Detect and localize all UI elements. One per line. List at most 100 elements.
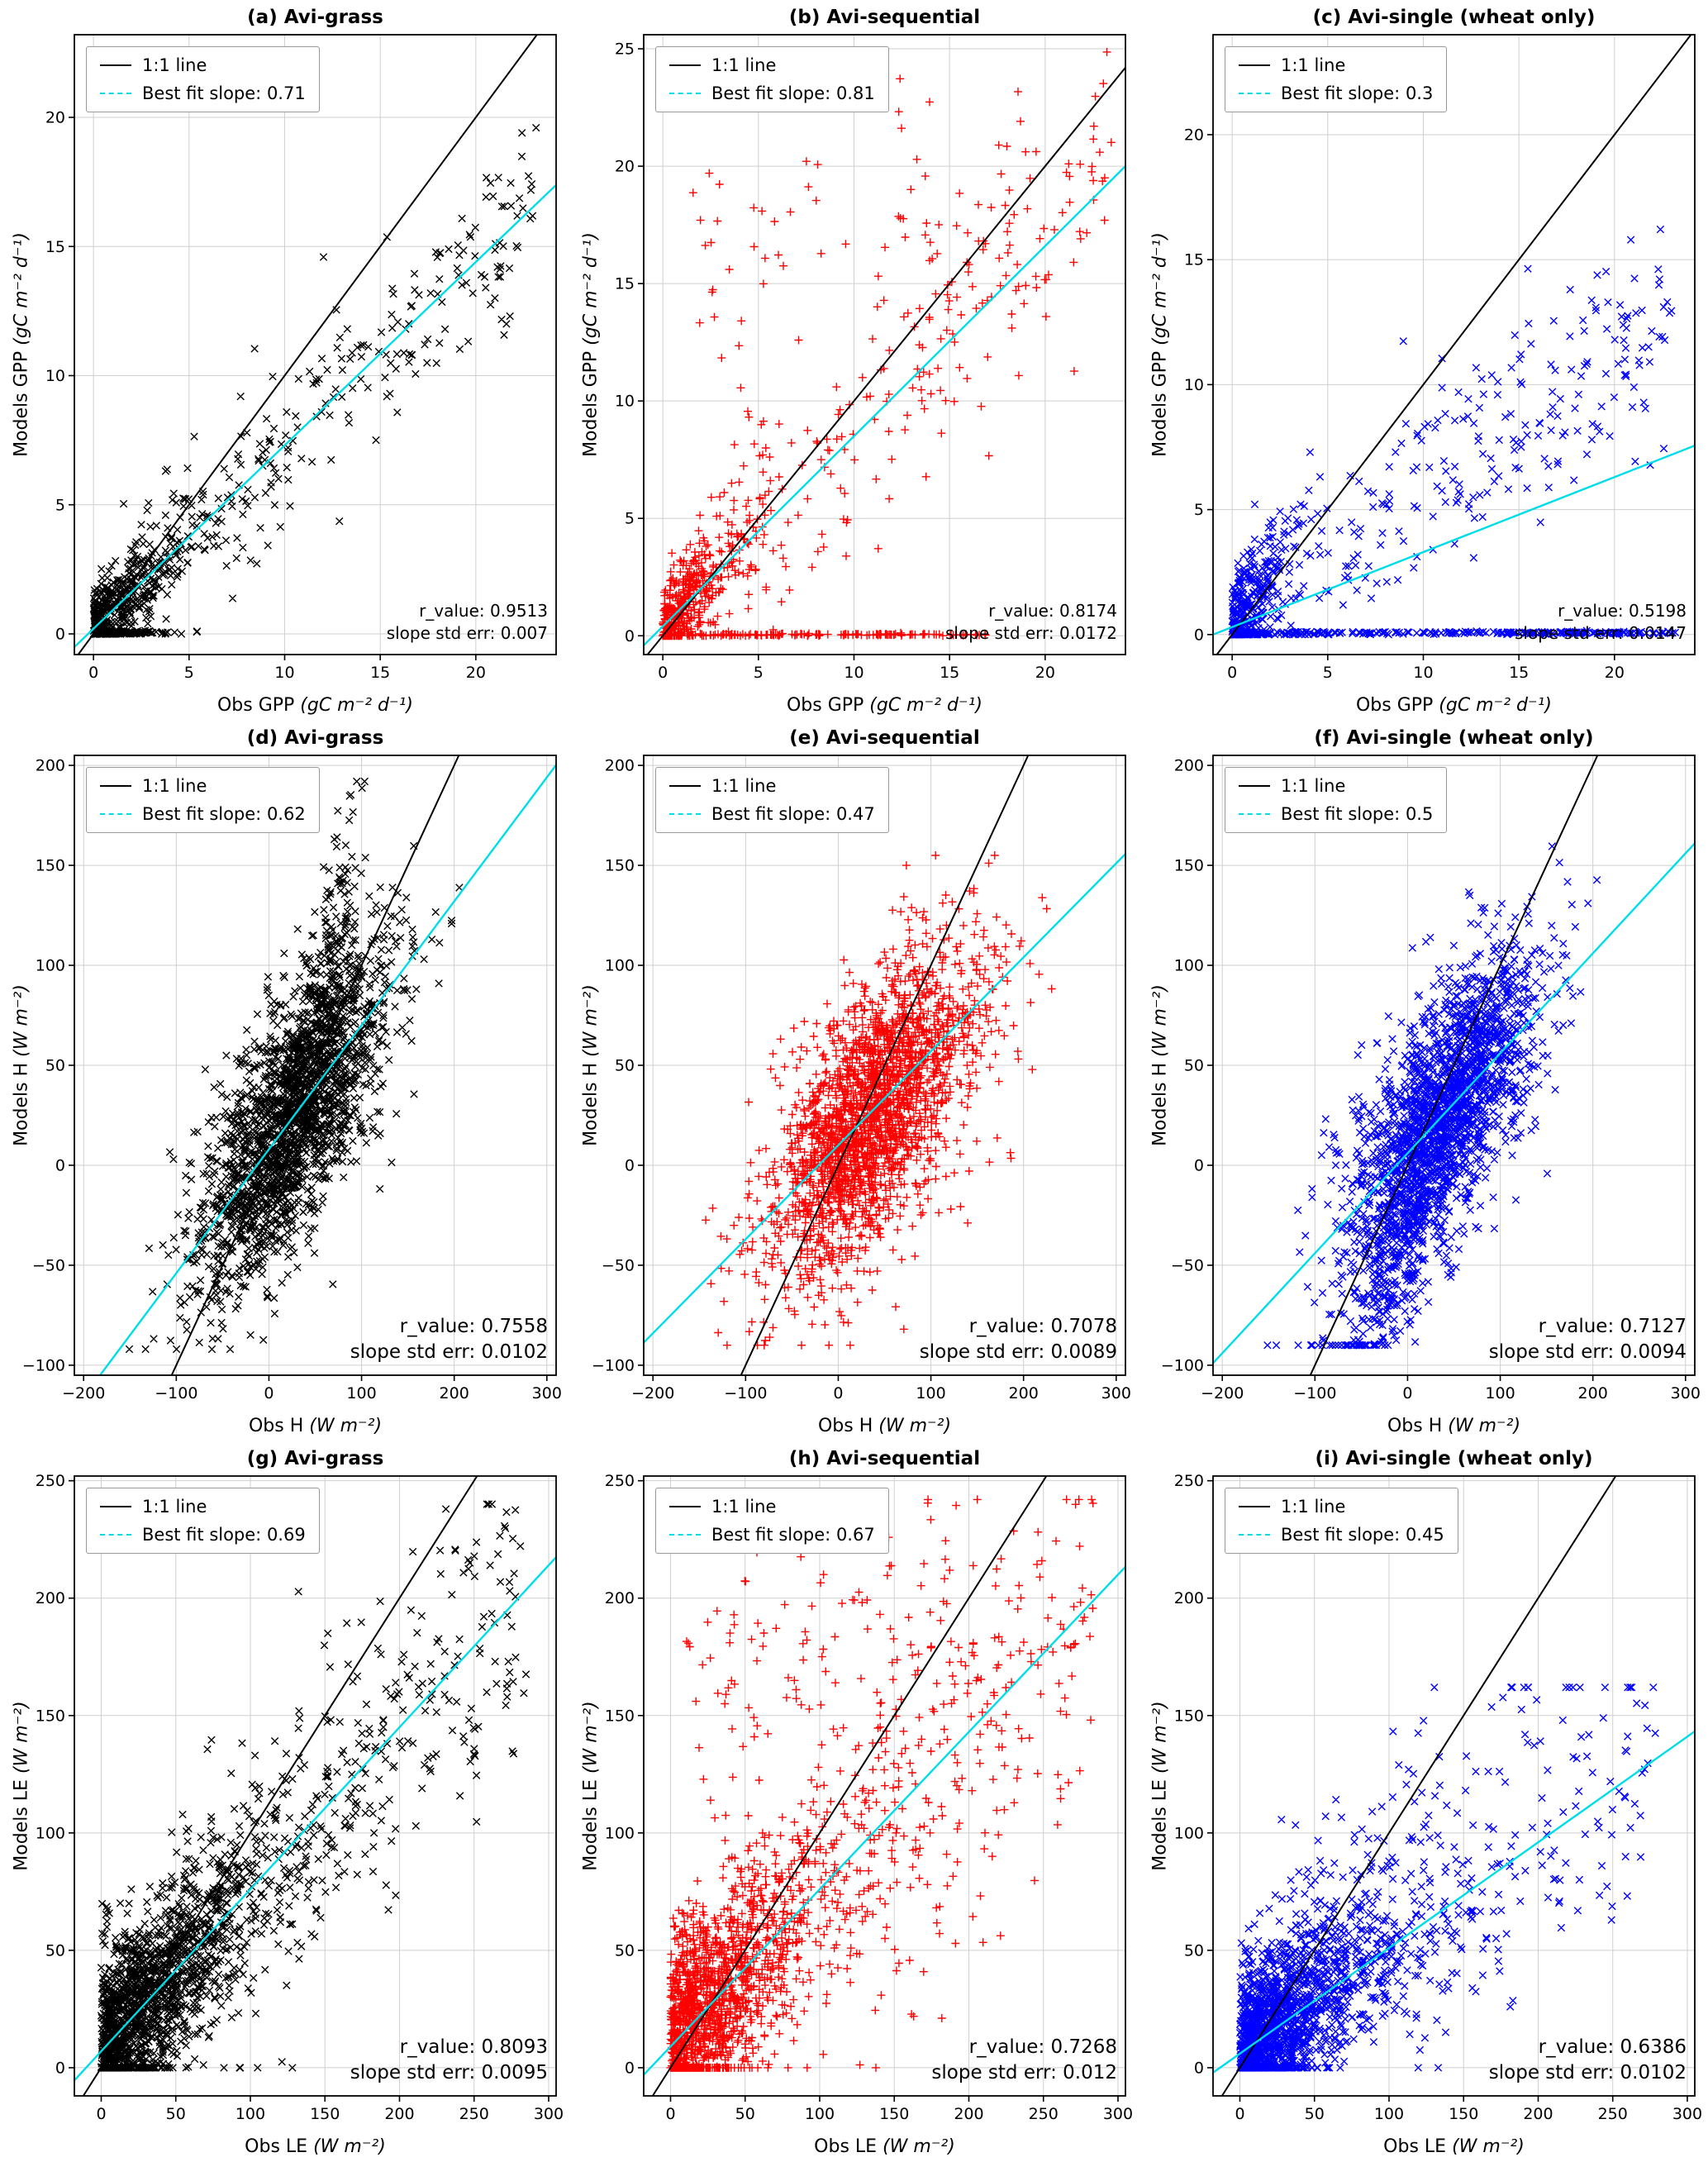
y-axis-label-text: Models H — [580, 1062, 602, 1146]
svg-text:10: 10 — [615, 393, 635, 411]
legend: 1:1 line Best fit slope: 0.45 — [1225, 1488, 1458, 1554]
svg-text:50: 50 — [1305, 2105, 1325, 2123]
y-axis-label-units: (W m⁻²) — [11, 984, 32, 1057]
svg-text:100: 100 — [605, 957, 635, 975]
legend-label: 1:1 line — [142, 55, 207, 75]
best-fit-line-sample — [1239, 813, 1270, 815]
svg-text:250: 250 — [1598, 2105, 1628, 2123]
legend: 1:1 line Best fit slope: 0.62 — [86, 767, 320, 833]
slope-stderr-text: slope std err: 0.0102 — [1488, 2061, 1687, 2083]
x-axis-label: Obs H (W m⁻²) — [644, 1416, 1125, 1436]
svg-text:−100: −100 — [724, 1384, 767, 1402]
legend-label: 1:1 line — [711, 55, 777, 75]
slope-stderr-text: slope std err: 0.0102 — [350, 1341, 548, 1363]
x-axis-label: Obs GPP (gC m⁻² d⁻¹) — [74, 695, 556, 716]
r-value-text: r_value: 0.8174 — [988, 601, 1117, 621]
best-fit-line-sample — [669, 1534, 701, 1536]
svg-text:250: 250 — [1029, 2105, 1059, 2123]
svg-text:−100: −100 — [592, 1356, 635, 1374]
legend-item-1to1: 1:1 line — [100, 776, 306, 796]
svg-text:100: 100 — [36, 957, 65, 975]
x-axis-label: Obs LE (W m⁻²) — [644, 2136, 1125, 2157]
svg-text:100: 100 — [805, 2105, 835, 2123]
x-axis-label: Obs GPP (gC m⁻² d⁻¹) — [1213, 695, 1695, 716]
svg-text:150: 150 — [605, 857, 635, 875]
subplot-title: (d) Avi-grass — [246, 727, 384, 749]
svg-text:100: 100 — [1485, 1384, 1515, 1402]
svg-text:100: 100 — [346, 1384, 376, 1402]
legend-label: Best fit slope: 0.67 — [711, 1525, 875, 1545]
svg-text:0: 0 — [1194, 626, 1204, 644]
x-axis-label-units: (W m⁻²) — [1448, 1416, 1521, 1436]
y-axis-label-units: (W m⁻²) — [11, 1701, 32, 1774]
svg-text:0: 0 — [96, 2105, 106, 2123]
subplot-d: −200 −100 0 100 200 300 −100 −50 0 50 100 150 200 (d… — [0, 721, 569, 1441]
svg-text:25: 25 — [615, 40, 635, 59]
y-axis-label-units: (W m⁻²) — [580, 1701, 602, 1774]
y-axis-label: Models GPP (gC m⁻² d⁻¹) — [1150, 232, 1171, 457]
legend-item-1to1: 1:1 line — [1239, 1497, 1444, 1517]
y-axis-label-units: (gC m⁻² d⁻¹) — [580, 232, 602, 345]
legend-label: Best fit slope: 0.62 — [142, 804, 306, 824]
svg-text:15: 15 — [370, 664, 390, 682]
x-axis-label-units: (W m⁻²) — [878, 1416, 952, 1436]
svg-text:300: 300 — [1101, 1384, 1131, 1402]
svg-text:150: 150 — [605, 1707, 635, 1725]
plot-canvas-i: 0 50 100 150 200 250 300 0 50 100 150 200 250 — [1174, 1472, 1702, 2123]
svg-text:100: 100 — [1374, 2105, 1404, 2123]
svg-text:250: 250 — [36, 1472, 65, 1490]
svg-text:−200: −200 — [62, 1384, 105, 1402]
slope-stderr-text: slope std err: 0.0172 — [944, 623, 1117, 643]
x-axis-label-text: Obs LE — [1383, 2136, 1447, 2157]
subplot-title: (a) Avi-grass — [247, 7, 383, 28]
svg-text:0: 0 — [1194, 2059, 1204, 2077]
x-axis-label-text: Obs GPP — [216, 695, 295, 716]
subplot-e: −200 −100 0 100 200 300 −100 −50 0 50 100 150 200 (e… — [569, 721, 1139, 1441]
r-value-text: r_value: 0.8093 — [399, 2036, 548, 2058]
subplot-title: (c) Avi-single (wheat only) — [1312, 7, 1596, 28]
y-axis-label-units: (gC m⁻² d⁻¹) — [1149, 232, 1171, 345]
legend-item-1to1: 1:1 line — [100, 55, 306, 75]
x-axis-label-units: (W m⁻²) — [883, 2136, 955, 2157]
stats-annotation: r_value: 0.6386 slope std err: 0.0102 — [1489, 2035, 1687, 2086]
y-axis-label-text: Models GPP — [1149, 350, 1171, 457]
svg-text:50: 50 — [45, 1057, 65, 1075]
legend-label: 1:1 line — [142, 1497, 207, 1517]
plot-canvas-c: 0 5 10 15 20 0 5 10 15 20 — [1184, 34, 1696, 682]
svg-text:200: 200 — [36, 757, 65, 775]
legend-label: Best fit slope: 0.69 — [142, 1525, 306, 1545]
svg-text:150: 150 — [1174, 857, 1204, 875]
svg-text:0: 0 — [833, 1384, 843, 1402]
svg-text:20: 20 — [466, 664, 486, 682]
one-to-one-line-sample — [1239, 1506, 1270, 1507]
legend-item-1to1: 1:1 line — [669, 776, 875, 796]
best-fit-line-sample — [100, 93, 131, 94]
svg-text:0: 0 — [658, 664, 668, 682]
plot-canvas-e: −200 −100 0 100 200 300 −100 −50 0 50 100 150 200 — [592, 755, 1131, 1402]
svg-text:150: 150 — [1449, 2105, 1478, 2123]
best-fit-line-sample — [100, 1534, 131, 1536]
r-value-text: r_value: 0.7127 — [1538, 1315, 1687, 1337]
svg-text:0: 0 — [55, 626, 65, 644]
x-axis-label: Obs LE (W m⁻²) — [1213, 2136, 1695, 2157]
legend: 1:1 line Best fit slope: 0.67 — [655, 1488, 889, 1554]
svg-text:250: 250 — [605, 1472, 635, 1490]
x-axis-label-text: Obs LE — [245, 2136, 308, 2157]
svg-text:5: 5 — [55, 496, 65, 514]
one-to-one-line-sample — [669, 785, 701, 787]
svg-text:200: 200 — [1578, 1384, 1608, 1402]
stats-annotation: r_value: 0.7078 slope std err: 0.0089 — [920, 1314, 1117, 1365]
subplot-title: (i) Avi-single (wheat only) — [1315, 1448, 1593, 1469]
svg-text:0: 0 — [665, 2105, 675, 2123]
legend: 1:1 line Best fit slope: 0.81 — [655, 46, 889, 112]
plot-canvas-h: 0 50 100 150 200 250 300 0 50 100 150 200 250 — [605, 1472, 1133, 2123]
svg-text:−50: −50 — [602, 1256, 635, 1274]
one-to-one-line-sample — [100, 1506, 131, 1507]
svg-text:−50: −50 — [32, 1256, 65, 1274]
y-axis-label-units: (W m⁻²) — [1149, 984, 1171, 1057]
subplot-title: (g) Avi-grass — [246, 1448, 384, 1469]
svg-text:100: 100 — [236, 2105, 265, 2123]
y-axis-label-text: Models H — [11, 1062, 32, 1146]
y-axis-label: Models LE (W m⁻²) — [12, 1701, 32, 1870]
